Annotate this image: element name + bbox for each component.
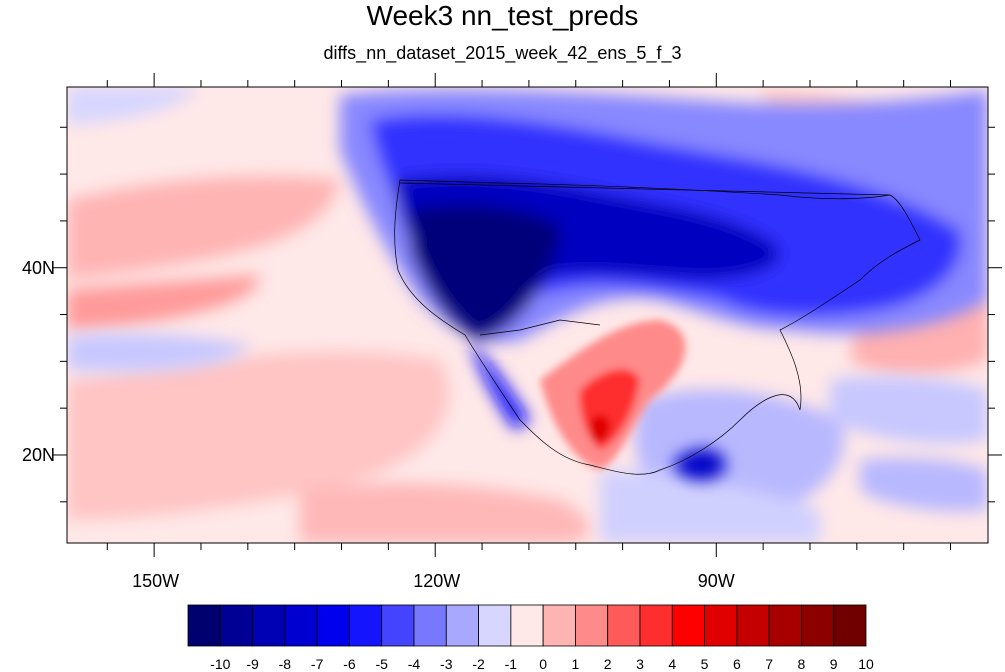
- colorbar-swatch: [187, 604, 221, 647]
- colorbar-swatch: [704, 604, 738, 647]
- colorbar-label: -7: [310, 656, 324, 672]
- colorbar-label: 5: [700, 656, 709, 672]
- colorbar-swatch: [768, 604, 802, 647]
- lat-tick-label: 20N: [22, 444, 56, 465]
- colorbar-label: 7: [765, 656, 774, 672]
- colorbar-swatch: [575, 604, 609, 647]
- colorbar-swatch: [219, 604, 253, 647]
- colorbar-label: -6: [343, 656, 356, 672]
- red-anomaly-mexico: [540, 320, 686, 470]
- blue-anomaly-north-america: [340, 89, 988, 481]
- pale-red-regions: [67, 89, 988, 543]
- colorbar-swatch: [252, 604, 286, 647]
- colorbar: [187, 604, 867, 647]
- lon-tick-label: 150W: [132, 571, 180, 591]
- colorbar-label: 6: [732, 656, 741, 672]
- colorbar-label: -1: [504, 656, 518, 672]
- colorbar-label: -9: [246, 656, 259, 672]
- map-title: Week3 nn_test_preds: [366, 0, 639, 31]
- coastlines: [394, 179, 921, 475]
- colorbar-swatch: [381, 604, 415, 647]
- colorbar-label: -4: [407, 656, 421, 672]
- map-ticks: [53, 73, 1002, 557]
- colorbar-label: 0: [539, 656, 548, 672]
- colorbar-label: -10: [210, 656, 231, 672]
- colorbar-swatch: [445, 604, 479, 647]
- map-subtitle: diffs_nn_dataset_2015_week_42_ens_5_f_3: [323, 43, 682, 63]
- colorbar-label: -5: [375, 656, 388, 672]
- colorbar-swatch: [510, 604, 544, 647]
- colorbar-swatch: [671, 604, 705, 647]
- colorbar-swatch: [542, 604, 576, 647]
- colorbar-label: 3: [636, 656, 644, 672]
- lat-tick-label: 40N: [22, 257, 56, 278]
- colorbar-label: 10: [858, 656, 874, 672]
- lon-tick-label: 120W: [413, 571, 461, 591]
- colorbar-swatch: [316, 604, 350, 647]
- colorbar-swatch: [833, 604, 867, 647]
- colorbar-label: 4: [668, 656, 677, 672]
- colorbar-label: 1: [571, 656, 580, 672]
- map-plot-area: [67, 87, 988, 543]
- colorbar-swatch: [736, 604, 770, 647]
- colorbar-label: -8: [278, 656, 292, 672]
- colorbar-swatch: [801, 604, 835, 647]
- colorbar-swatch: [413, 604, 447, 647]
- colorbar-label: 9: [829, 656, 838, 672]
- lon-tick-label: 90W: [697, 571, 735, 591]
- colorbar-swatch: [607, 604, 641, 647]
- colorbar-swatch: [478, 604, 512, 647]
- colorbar-label: -2: [472, 656, 485, 672]
- colorbar-label: -3: [440, 656, 453, 672]
- colorbar-swatch: [639, 604, 673, 647]
- colorbar-label: 2: [603, 656, 612, 672]
- pale-blue-regions: [67, 87, 988, 543]
- colorbar-label: 8: [797, 656, 806, 672]
- colorbar-swatch: [349, 604, 383, 647]
- colorbar-swatch: [284, 604, 318, 647]
